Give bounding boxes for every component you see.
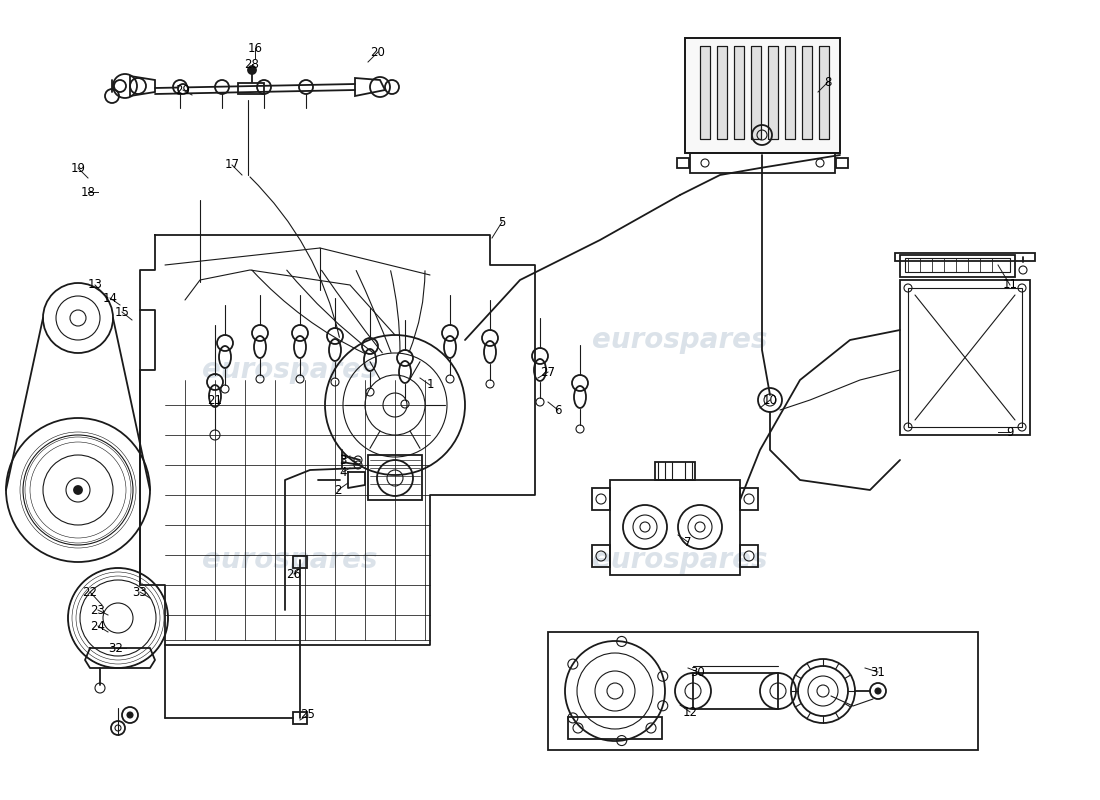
Bar xyxy=(740,545,758,567)
Bar xyxy=(592,545,611,567)
Bar xyxy=(592,488,611,510)
Circle shape xyxy=(874,688,881,694)
Bar xyxy=(836,158,848,168)
Bar xyxy=(751,46,761,139)
Bar xyxy=(654,462,695,480)
Bar xyxy=(820,46,829,139)
Text: 3: 3 xyxy=(339,454,346,466)
Text: 18: 18 xyxy=(80,186,96,198)
Bar xyxy=(548,632,978,750)
Text: eurospares: eurospares xyxy=(202,356,377,384)
Text: 1: 1 xyxy=(427,378,433,391)
Text: 4: 4 xyxy=(339,466,346,478)
Text: 28: 28 xyxy=(244,58,260,70)
Bar xyxy=(900,280,1030,435)
Bar xyxy=(740,488,758,510)
Bar xyxy=(693,673,778,709)
Circle shape xyxy=(248,66,256,74)
Text: 22: 22 xyxy=(82,586,98,598)
Bar xyxy=(700,46,710,139)
Bar xyxy=(908,288,1022,427)
Bar xyxy=(734,46,744,139)
Text: 7: 7 xyxy=(684,535,692,549)
Bar xyxy=(610,480,740,575)
Bar xyxy=(717,46,727,139)
Bar xyxy=(820,46,829,139)
Text: 20: 20 xyxy=(371,46,385,58)
Text: eurospares: eurospares xyxy=(592,546,768,574)
Text: 32: 32 xyxy=(109,642,123,654)
Text: eurospares: eurospares xyxy=(592,326,768,354)
Text: 6: 6 xyxy=(554,403,562,417)
Bar xyxy=(734,46,744,139)
Bar xyxy=(905,258,1010,272)
Bar xyxy=(368,455,422,500)
Bar xyxy=(900,255,1015,277)
Circle shape xyxy=(126,712,133,718)
Text: 2: 2 xyxy=(334,483,342,497)
Text: 10: 10 xyxy=(762,394,778,406)
Bar xyxy=(690,153,835,173)
Text: 13: 13 xyxy=(88,278,102,291)
Text: 15: 15 xyxy=(114,306,130,318)
Bar xyxy=(293,712,307,724)
Text: 33: 33 xyxy=(133,586,147,598)
Text: 16: 16 xyxy=(248,42,263,54)
Text: 29: 29 xyxy=(176,83,190,97)
Text: 19: 19 xyxy=(70,162,86,174)
Bar xyxy=(768,46,778,139)
Text: 5: 5 xyxy=(498,215,506,229)
Bar xyxy=(895,253,1035,261)
Text: 17: 17 xyxy=(224,158,240,171)
Text: eurospares: eurospares xyxy=(202,546,377,574)
Circle shape xyxy=(74,486,82,494)
Text: 30: 30 xyxy=(691,666,705,678)
Bar xyxy=(238,83,264,94)
Text: 8: 8 xyxy=(824,75,832,89)
Bar xyxy=(785,46,795,139)
Bar xyxy=(802,46,812,139)
Bar xyxy=(568,717,662,739)
Bar xyxy=(700,46,710,139)
Bar xyxy=(785,46,795,139)
Text: 12: 12 xyxy=(682,706,697,718)
Text: 27: 27 xyxy=(540,366,556,378)
Bar xyxy=(293,556,307,568)
Text: 11: 11 xyxy=(1002,278,1018,291)
Bar xyxy=(685,38,840,153)
Text: 31: 31 xyxy=(870,666,886,678)
Text: 24: 24 xyxy=(90,619,106,633)
Circle shape xyxy=(178,84,188,94)
Text: 26: 26 xyxy=(286,567,301,581)
Text: 14: 14 xyxy=(102,291,118,305)
Text: 21: 21 xyxy=(208,394,222,406)
Bar xyxy=(768,46,778,139)
Text: 25: 25 xyxy=(300,709,316,722)
Text: 23: 23 xyxy=(90,603,106,617)
Bar xyxy=(676,158,689,168)
Bar xyxy=(685,38,840,153)
Bar xyxy=(802,46,812,139)
Bar xyxy=(751,46,761,139)
Bar xyxy=(717,46,727,139)
Text: 9: 9 xyxy=(1006,426,1014,438)
